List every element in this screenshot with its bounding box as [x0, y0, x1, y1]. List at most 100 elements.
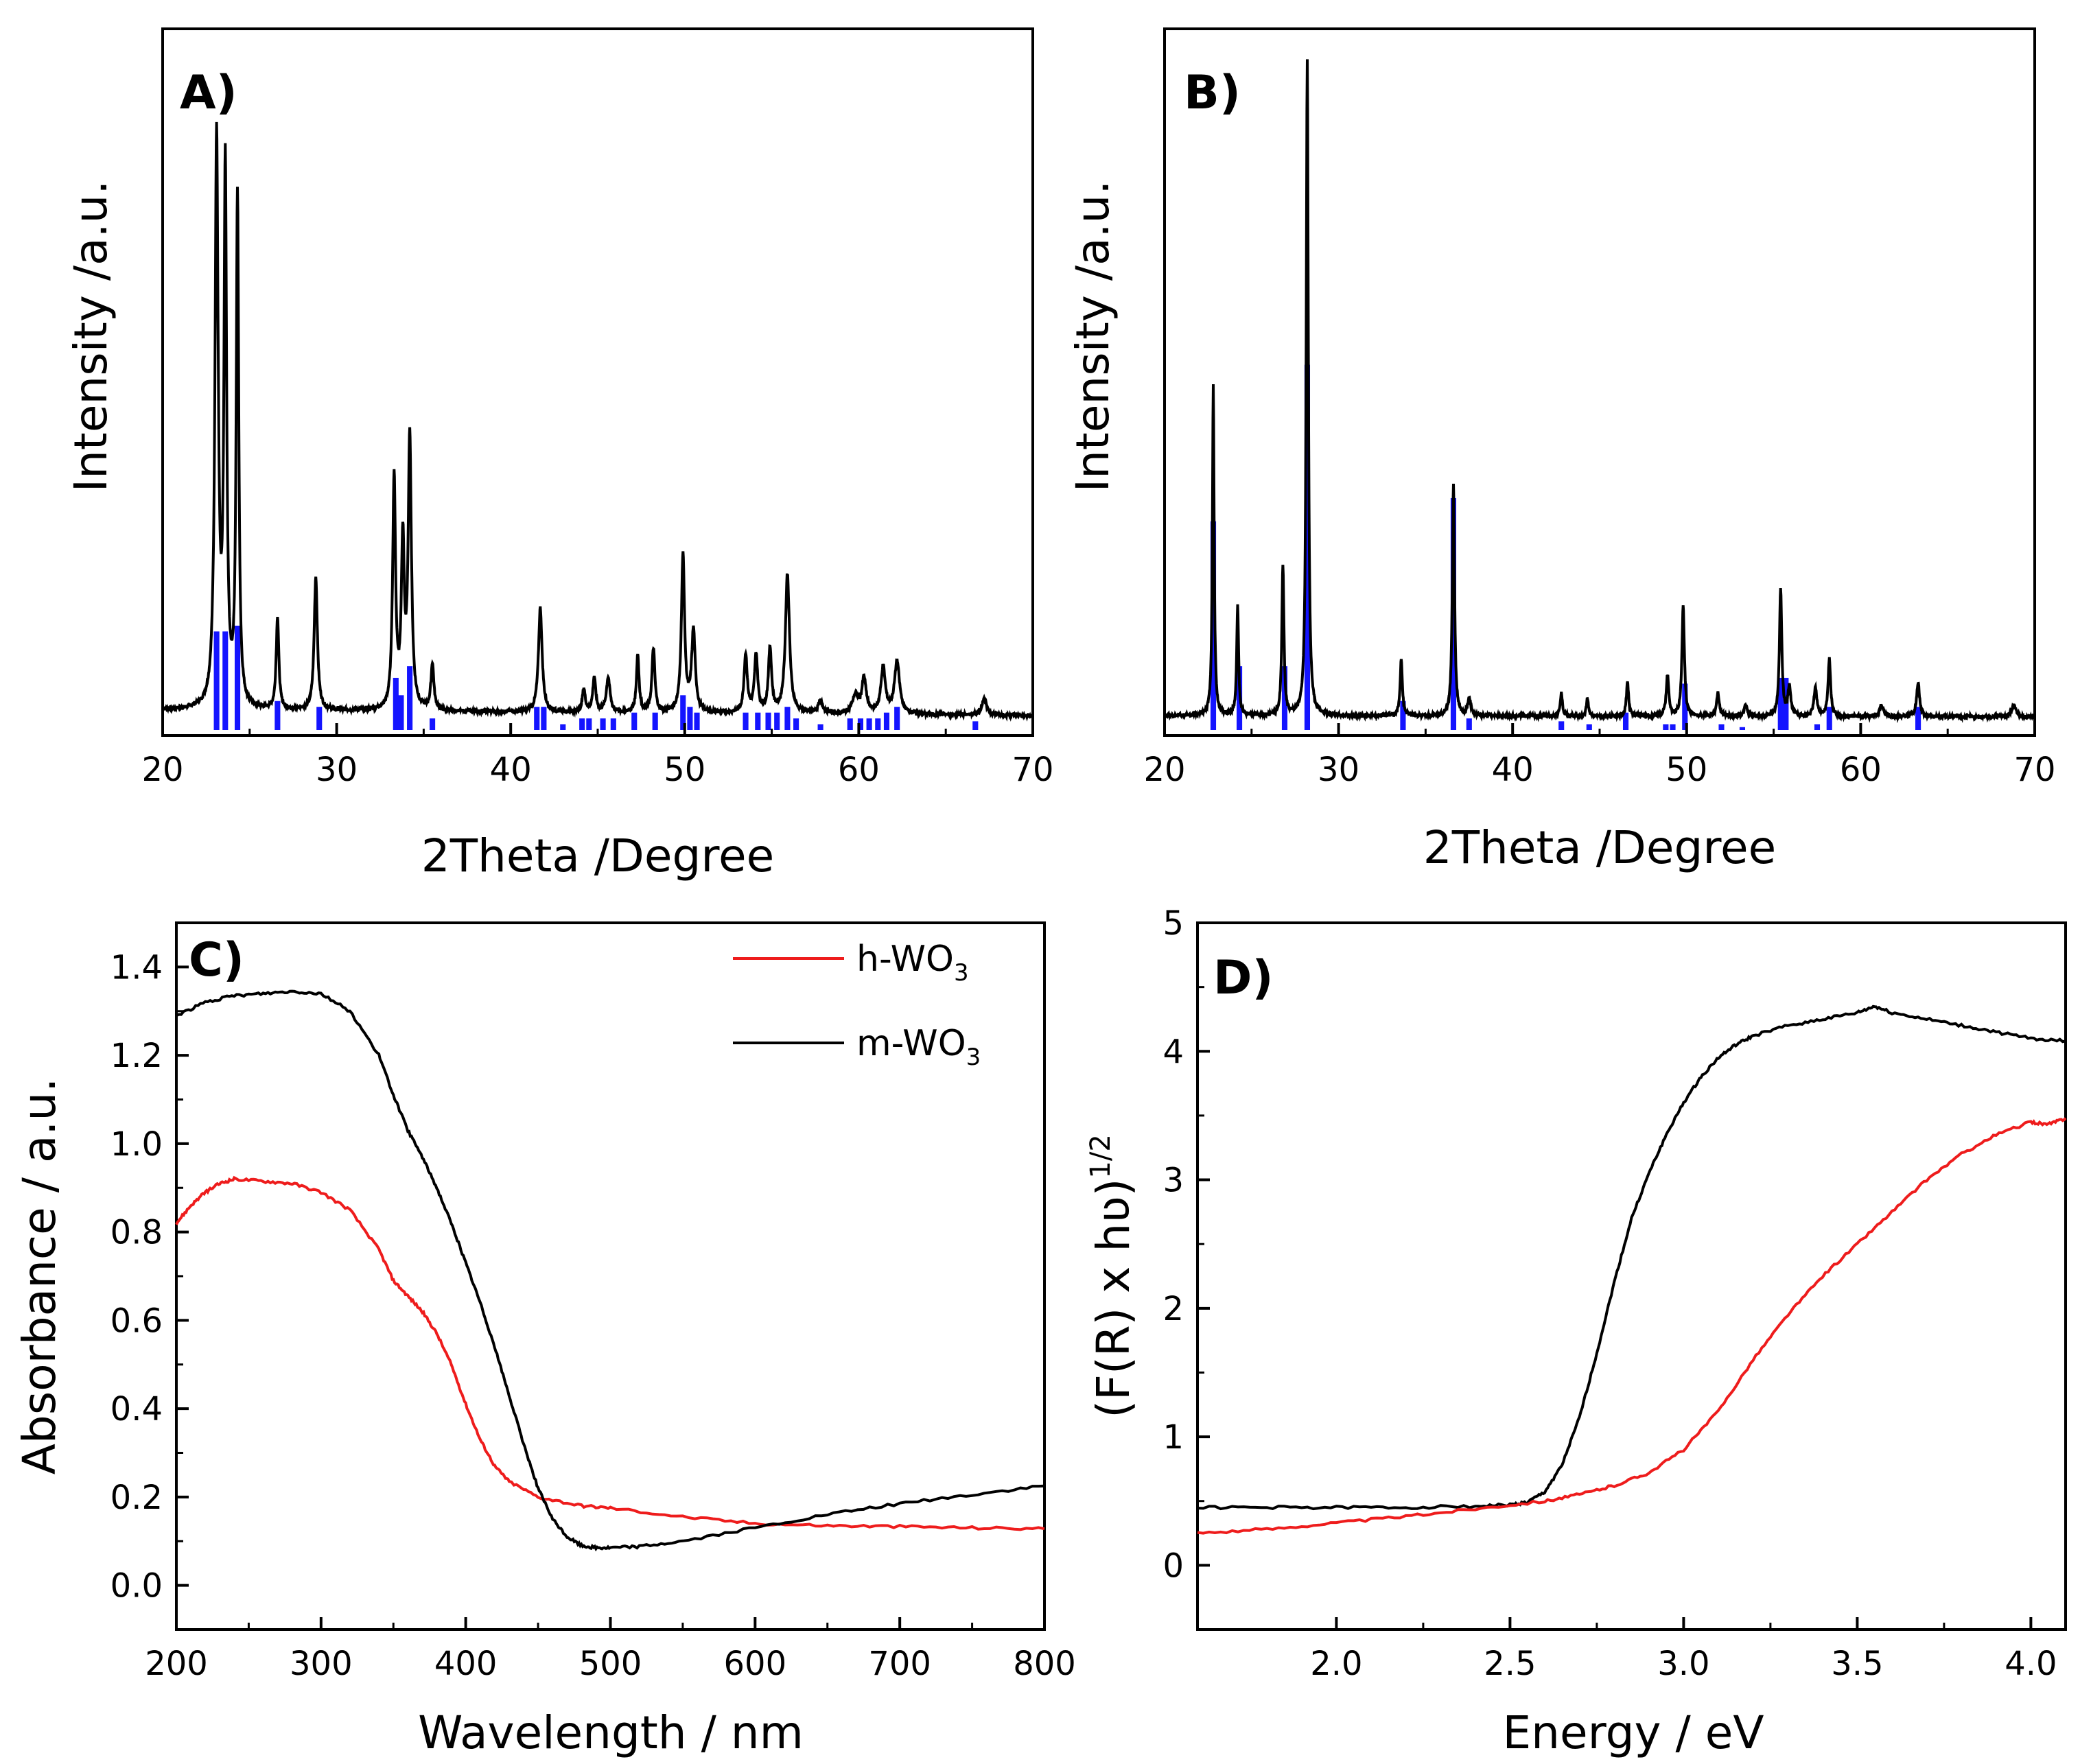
- reference-bar: [1400, 701, 1406, 730]
- panel-d-x-label: Energy / eV: [1502, 1706, 1764, 1759]
- panel-a-y-label: Intensity /a.u.: [65, 180, 117, 493]
- panel-a-x-axis: 20 30 40 50 60 70: [141, 723, 1054, 789]
- reference-bar: [765, 712, 771, 730]
- reference-bar: [1466, 718, 1472, 730]
- panel-d-tag: D): [1213, 951, 1274, 1005]
- reference-bar: [1915, 707, 1921, 730]
- reference-bar: [652, 712, 658, 730]
- x-tick-label: 40: [1492, 751, 1534, 789]
- reference-bar: [883, 712, 890, 730]
- reference-bar: [1586, 724, 1592, 730]
- x-tick-label: 50: [1666, 751, 1707, 789]
- panel-d-y-axis: 0 1 2 3 4 5: [1162, 904, 1210, 1585]
- panel-c-x-label: Wavelength / nm: [418, 1706, 804, 1759]
- x-tick-label: 20: [1143, 751, 1185, 789]
- reference-bar: [1739, 727, 1746, 730]
- reference-bar: [213, 631, 220, 730]
- reference-bar: [875, 718, 881, 730]
- x-tick-label: 60: [838, 751, 880, 789]
- x-tick-label: 200: [145, 1645, 208, 1683]
- x-tick-label: 400: [434, 1645, 498, 1683]
- x-tick-label: 30: [316, 751, 358, 789]
- panel-a-xrd-curve: [161, 121, 1034, 722]
- reference-bar: [1622, 712, 1629, 730]
- legend-label-m-wo3: m-WO3: [856, 1023, 981, 1071]
- x-tick-label: 500: [579, 1645, 642, 1683]
- y-tick-label: 0.6: [110, 1302, 163, 1340]
- reference-bar: [680, 695, 686, 730]
- legend-label-h-wo3: h-WO3: [856, 939, 969, 987]
- reference-bar: [817, 724, 823, 730]
- h-wo3-absorbance-line: [175, 1175, 1045, 1531]
- x-tick-label: 600: [724, 1645, 787, 1683]
- reference-bar: [398, 695, 404, 730]
- reference-bar: [222, 631, 229, 730]
- m-wo3-absorbance-line: [176, 989, 1045, 1552]
- reference-bar: [393, 677, 399, 730]
- x-tick-label: 30: [1318, 751, 1359, 789]
- reference-bar: [1558, 721, 1565, 730]
- y-tick-label: 4: [1162, 1033, 1184, 1071]
- reference-bar: [1826, 707, 1832, 730]
- reference-bar: [600, 718, 606, 730]
- panel-a-x-label: 2Theta /Degree: [421, 830, 775, 882]
- y-tick-label: 5: [1162, 904, 1184, 943]
- reference-bar: [694, 712, 700, 730]
- reference-bar: [847, 718, 853, 730]
- y-tick-label: 1: [1162, 1418, 1184, 1457]
- x-tick-label: 3.5: [1831, 1645, 1883, 1683]
- x-tick-label: 70: [2013, 751, 2055, 789]
- reference-bar: [579, 718, 585, 730]
- x-tick-label: 20: [141, 751, 183, 789]
- panel-b-tag: B): [1184, 66, 1241, 120]
- x-tick-label: 2.0: [1310, 1645, 1362, 1683]
- y-tick-label: 0: [1162, 1547, 1184, 1585]
- reference-bar: [793, 718, 799, 730]
- x-tick-label: 60: [1840, 751, 1882, 789]
- y-tick-label: 1.4: [110, 948, 163, 987]
- reference-bar: [1777, 677, 1784, 730]
- reference-bar: [1814, 724, 1821, 730]
- x-tick-label: 4.0: [2005, 1645, 2057, 1683]
- panel-c-absorbance: 200 300 400 500 600 700 800 0.0 0.2 0.4 0.6 0.8 1.0…: [13, 921, 1076, 1759]
- y-tick-label: 3: [1162, 1162, 1184, 1200]
- reference-bar: [1304, 364, 1311, 730]
- reference-bar: [784, 707, 791, 730]
- reference-bar: [857, 718, 863, 730]
- panel-b-x-axis: 20 30 40 50 60 70: [1143, 723, 2056, 789]
- x-tick-label: 800: [1013, 1645, 1076, 1683]
- reference-bar: [274, 701, 281, 730]
- y-tick-label: 1.0: [110, 1125, 163, 1164]
- tauc-black-line: [1197, 1004, 2066, 1511]
- panel-c-y-label: Absorbance / a.u.: [13, 1078, 66, 1474]
- panel-b-xrd: 20 30 40 50 60 70 B) 2Theta /Degree Intensity…: [1066, 27, 2056, 874]
- reference-bar: [1718, 724, 1725, 730]
- reference-bar: [631, 712, 638, 730]
- reference-bar: [972, 721, 979, 730]
- y-tick-label: 0.4: [110, 1390, 163, 1428]
- panel-c-legend: h-WO3 m-WO3: [733, 939, 981, 1071]
- reference-bar: [1670, 724, 1676, 730]
- panel-a-frame: [161, 27, 1034, 737]
- reference-bar: [534, 707, 540, 730]
- reference-bar: [1281, 666, 1288, 730]
- reference-bar: [755, 712, 761, 730]
- panel-a-tag: A): [180, 66, 237, 120]
- panel-b-xrd-curve: [1163, 59, 2036, 724]
- y-tick-label: 2: [1162, 1290, 1184, 1328]
- reference-bar: [866, 718, 872, 730]
- panel-a-xrd: 20 30 40 50 60 70 A) 2Theta /Degree Intensity…: [65, 27, 1054, 882]
- x-tick-label: 700: [868, 1645, 931, 1683]
- panel-b-y-label: Intensity /a.u.: [1066, 180, 1119, 493]
- y-tick-label: 0.8: [110, 1214, 163, 1252]
- reference-bar: [1450, 498, 1457, 730]
- y-tick-label: 0.2: [110, 1479, 163, 1517]
- reference-bar: [234, 625, 241, 730]
- reference-bar: [1783, 677, 1789, 730]
- panel-a-reference-bars: [213, 625, 979, 730]
- panel-c-tag: C): [189, 933, 244, 987]
- x-tick-label: 50: [664, 751, 705, 789]
- panel-c-x-axis: 200 300 400 500 600 700 800: [145, 1617, 1076, 1683]
- panel-b-frame: [1163, 27, 2036, 737]
